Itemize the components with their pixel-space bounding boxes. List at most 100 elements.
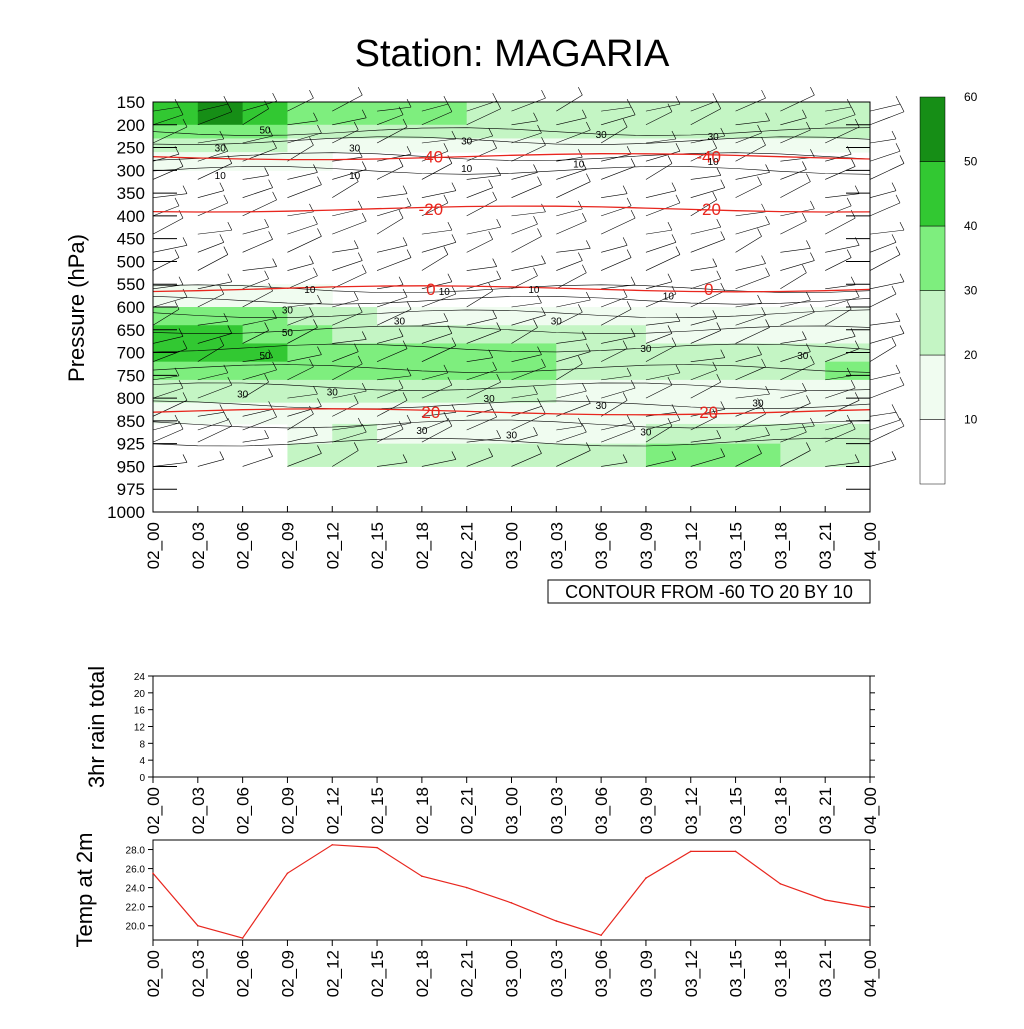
wind-barb bbox=[712, 140, 718, 149]
wind-barb bbox=[376, 428, 404, 443]
wind-barb bbox=[780, 129, 811, 144]
wind-barb bbox=[406, 249, 412, 258]
temperature-contour bbox=[152, 153, 871, 161]
wind-barb bbox=[223, 194, 229, 204]
wind-barb bbox=[600, 217, 636, 235]
wind-barb bbox=[761, 137, 766, 146]
wind-barb bbox=[421, 425, 453, 443]
wind-barb bbox=[891, 130, 897, 140]
wind-barb bbox=[421, 163, 453, 180]
wind-barb bbox=[488, 127, 493, 137]
wind-barb bbox=[735, 327, 770, 344]
wind-speed-shade bbox=[153, 102, 199, 126]
wind-speed-shade bbox=[735, 138, 781, 153]
wind-speed-shade bbox=[511, 124, 557, 139]
wind-barb bbox=[466, 266, 497, 271]
wind-barb bbox=[182, 118, 188, 128]
wind-barb bbox=[219, 234, 225, 243]
wind-barb bbox=[645, 345, 677, 362]
wind-barb bbox=[869, 111, 905, 126]
wind-barb bbox=[846, 197, 852, 207]
wind-barb bbox=[272, 408, 277, 418]
wind-barb bbox=[492, 258, 497, 267]
wind-barb bbox=[492, 191, 497, 201]
wind-speed-shade bbox=[645, 124, 692, 139]
wind-barb bbox=[268, 231, 273, 240]
wind-speed-contour bbox=[152, 296, 871, 305]
wind-barb bbox=[556, 339, 587, 344]
wind-barb bbox=[268, 179, 273, 188]
wind-barb bbox=[268, 401, 273, 410]
wind-speed-shade bbox=[153, 402, 199, 425]
wind-speed-shade bbox=[287, 423, 333, 445]
wind-speed-shade bbox=[511, 343, 557, 363]
wind-speed-shade bbox=[690, 138, 737, 153]
colorbar-box bbox=[919, 96, 946, 162]
wind-barb bbox=[376, 336, 404, 344]
wind-barb bbox=[825, 296, 860, 308]
wind-speed-shade bbox=[287, 102, 333, 126]
wind-barb bbox=[332, 431, 367, 443]
wind-speed-shade bbox=[735, 307, 781, 326]
wind-barb bbox=[242, 226, 269, 235]
wind-speed-shade bbox=[735, 102, 781, 126]
wind-barb bbox=[443, 411, 449, 421]
wind-barb bbox=[541, 89, 546, 99]
temp-ytick-label: 22.0 bbox=[126, 903, 146, 914]
wind-barb bbox=[272, 258, 277, 267]
wind-barb bbox=[152, 428, 184, 443]
wind-barb bbox=[667, 103, 673, 112]
wind-barb bbox=[447, 376, 453, 386]
wind-speed-shade bbox=[601, 102, 647, 126]
wind-barb bbox=[511, 434, 538, 443]
wind-barb bbox=[601, 193, 628, 198]
wind-barb bbox=[197, 425, 232, 443]
wind-barb bbox=[451, 337, 457, 346]
wind-barb bbox=[869, 242, 897, 253]
wind-barb bbox=[645, 163, 673, 180]
wind-barb bbox=[735, 120, 770, 126]
wind-barb bbox=[287, 263, 314, 271]
temp-xtick-label: 03_15 bbox=[727, 950, 746, 997]
wind-barb bbox=[332, 425, 363, 431]
wind-barb bbox=[317, 228, 322, 237]
wind-barb bbox=[537, 124, 542, 134]
wind-speed-shade bbox=[421, 138, 468, 153]
wind-barb bbox=[488, 231, 493, 240]
wind-barb bbox=[219, 451, 225, 460]
wind-barb bbox=[735, 434, 770, 443]
wind-barb bbox=[622, 340, 628, 349]
wind-speed-contour-label: 10 bbox=[349, 171, 361, 182]
wind-barb bbox=[601, 166, 636, 180]
wind-speed-contour-label: 30 bbox=[484, 394, 496, 405]
wind-barb bbox=[317, 398, 322, 407]
wind-barb bbox=[578, 252, 583, 261]
wind-barb bbox=[402, 392, 408, 401]
wind-barb bbox=[735, 223, 770, 235]
wind-barb bbox=[466, 100, 497, 112]
wind-barb bbox=[219, 182, 225, 191]
wind-barb bbox=[586, 173, 591, 182]
wind-barb bbox=[377, 106, 412, 112]
wind-barb bbox=[899, 221, 905, 231]
wind-barb bbox=[197, 254, 228, 271]
wind-barb bbox=[332, 94, 363, 112]
wind-barb bbox=[332, 450, 359, 467]
wind-speed-shade bbox=[332, 138, 378, 153]
colorbar-label: 30 bbox=[964, 284, 978, 298]
wind-barb bbox=[895, 143, 901, 152]
wind-barb bbox=[780, 425, 815, 431]
wind-barb bbox=[287, 354, 322, 362]
main-ytick-label: 550 bbox=[117, 275, 145, 294]
wind-barb bbox=[533, 427, 538, 436]
wind-barb bbox=[806, 395, 811, 404]
main-ytick-label: 925 bbox=[117, 435, 145, 454]
wind-barb bbox=[332, 311, 363, 326]
wind-barb bbox=[765, 112, 770, 121]
wind-barb bbox=[757, 398, 762, 407]
wind-barb bbox=[197, 333, 232, 344]
wind-barb bbox=[761, 203, 766, 213]
wind-speed-contour-label: 10 bbox=[528, 285, 540, 296]
wind-barb bbox=[780, 260, 815, 271]
wind-barb bbox=[511, 236, 542, 253]
